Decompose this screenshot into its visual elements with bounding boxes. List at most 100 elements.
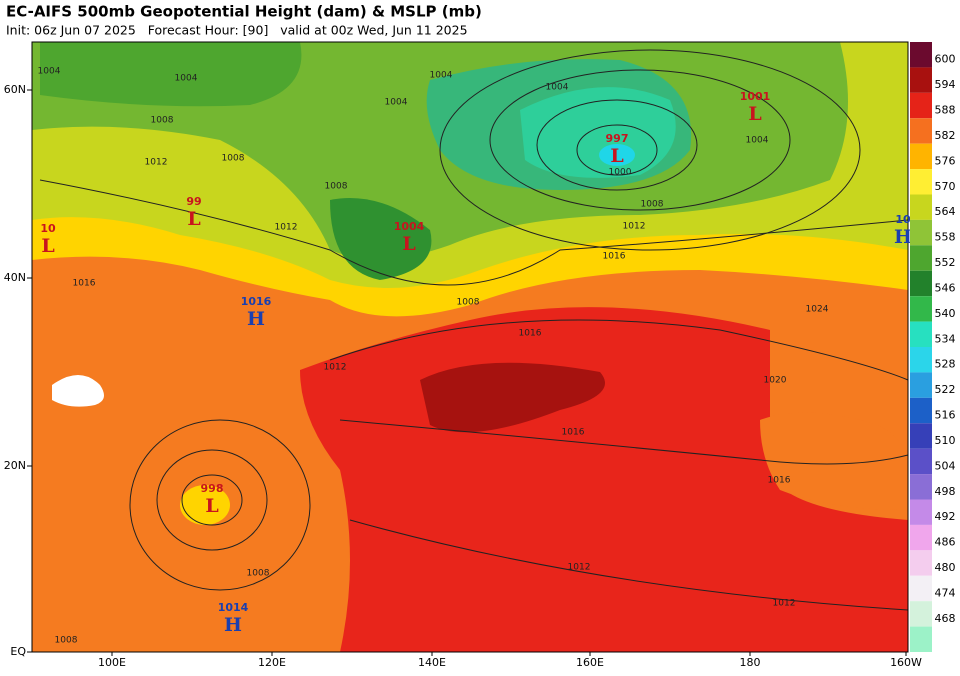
colorbar-label: 516 bbox=[935, 409, 956, 422]
subtitle: Init: 06z Jun 07 2025 Forecast Hour: [90… bbox=[6, 23, 468, 38]
isobar-label: 1016 bbox=[768, 476, 791, 486]
colorbar-swatch bbox=[910, 143, 932, 170]
colorbar-label: 582 bbox=[935, 129, 956, 142]
colorbar-swatch bbox=[910, 270, 932, 297]
isobar-label: 1004 bbox=[175, 74, 198, 84]
isobar-label: 1008 bbox=[55, 636, 78, 646]
colorbar-swatch bbox=[910, 397, 932, 424]
colorbar-label: 474 bbox=[935, 586, 956, 599]
pressure-value: 10 bbox=[895, 213, 911, 226]
pressure-center: L bbox=[205, 495, 218, 517]
isobar-label: 1012 bbox=[568, 563, 591, 573]
pressure-center: H bbox=[894, 226, 912, 248]
colorbar-swatch bbox=[910, 219, 932, 246]
colorbar-label: 540 bbox=[935, 307, 956, 320]
isobars bbox=[39, 49, 909, 611]
lat-label: 20N bbox=[4, 459, 26, 472]
lon-label: 160E bbox=[576, 656, 604, 669]
colorbar-label: 534 bbox=[935, 332, 956, 345]
isobar-label: 1012 bbox=[324, 363, 347, 373]
colorbar-swatch bbox=[910, 169, 932, 195]
pressure-value: 1014 bbox=[218, 601, 249, 614]
pressure-value: 1001 bbox=[740, 90, 771, 103]
pressure-value: 997 bbox=[606, 132, 629, 145]
colorbar-swatch bbox=[910, 42, 932, 68]
colorbar-swatch bbox=[910, 626, 932, 652]
colorbar-swatch bbox=[910, 347, 932, 373]
isobar-label: 1016 bbox=[562, 428, 585, 438]
colorbar-swatch bbox=[910, 67, 932, 93]
colorbar-swatch bbox=[910, 474, 932, 500]
colorbar-swatch bbox=[910, 194, 932, 220]
isobar-label: 1012 bbox=[145, 158, 168, 168]
isobar-label: 1012 bbox=[623, 222, 646, 232]
isobar-label: 1004 bbox=[746, 136, 769, 146]
pressure-value: 10 bbox=[40, 222, 56, 235]
map-fill bbox=[32, 42, 908, 652]
lon-label: 140E bbox=[418, 656, 446, 669]
isobar-label: 1004 bbox=[430, 71, 453, 81]
colorbar-swatch bbox=[910, 499, 932, 525]
title: EC-AIFS 500mb Geopotential Height (dam) … bbox=[6, 3, 482, 21]
isobar-label: 1016 bbox=[603, 252, 626, 262]
pressure-center: H bbox=[247, 308, 265, 330]
pressure-value: 998 bbox=[201, 482, 224, 495]
colorbar-swatch bbox=[910, 245, 932, 271]
pressure-center: L bbox=[402, 233, 415, 255]
colorbar-label: 468 bbox=[935, 612, 956, 625]
colorbar-label: 480 bbox=[935, 561, 956, 574]
lat-label: EQ bbox=[10, 645, 26, 658]
lat-label: 60N bbox=[4, 83, 26, 96]
lon-label: 120E bbox=[258, 656, 286, 669]
pressure-value: 1004 bbox=[394, 220, 425, 233]
colorbar-swatch bbox=[910, 524, 932, 551]
isobar-label: 1008 bbox=[247, 569, 270, 579]
pressure-center: H bbox=[224, 614, 242, 636]
colorbar-swatch bbox=[910, 575, 932, 602]
isobar-label: 1008 bbox=[151, 116, 174, 126]
colorbar-label: 552 bbox=[935, 256, 956, 269]
colorbar-swatch bbox=[910, 321, 932, 347]
colorbar-label: 522 bbox=[935, 383, 956, 396]
colorbar-swatch bbox=[910, 296, 932, 322]
colorbar-swatch bbox=[910, 448, 932, 475]
colorbar-label: 588 bbox=[935, 104, 956, 117]
colorbar-swatch bbox=[910, 118, 932, 144]
isobar-label: 1020 bbox=[764, 376, 787, 386]
colorbar-swatch bbox=[910, 550, 932, 576]
isobar-label: 1004 bbox=[546, 83, 569, 93]
colorbar-label: 498 bbox=[935, 485, 956, 498]
colorbar-label: 510 bbox=[935, 434, 956, 447]
colorbar-label: 600 bbox=[935, 53, 956, 66]
colorbar-label: 564 bbox=[935, 205, 956, 218]
isobar-label: 1004 bbox=[385, 98, 408, 108]
colorbar-label: 504 bbox=[935, 459, 956, 472]
lon-label: 180 bbox=[740, 656, 761, 669]
colorbar-swatch bbox=[910, 92, 932, 119]
colorbar-label: 486 bbox=[935, 536, 956, 549]
colorbar-label: 576 bbox=[935, 154, 956, 167]
colorbar-label: 558 bbox=[935, 231, 956, 244]
colorbar-label: 570 bbox=[935, 180, 956, 193]
colorbar-swatch bbox=[910, 372, 932, 398]
colorbar-swatch bbox=[910, 423, 932, 449]
isobar-label: 1016 bbox=[73, 279, 96, 289]
isobar-label: 1000 bbox=[609, 168, 632, 178]
pressure-value: 1016 bbox=[241, 295, 272, 308]
lon-label: 160W bbox=[890, 656, 922, 669]
pressure-center: L bbox=[610, 145, 623, 167]
pressure-value: 99 bbox=[186, 195, 201, 208]
isobar-label: 1016 bbox=[519, 329, 542, 339]
colorbar-swatch bbox=[910, 601, 932, 627]
isobar-label: 1008 bbox=[457, 298, 480, 308]
colorbar-label: 528 bbox=[935, 358, 956, 371]
colorbar-label: 594 bbox=[935, 78, 956, 91]
colorbar-label: 546 bbox=[935, 281, 956, 294]
isobar-label: 1024 bbox=[806, 305, 829, 315]
isobar-label: 1004 bbox=[38, 67, 61, 77]
pressure-center: L bbox=[748, 103, 761, 125]
isobar-label: 1008 bbox=[641, 200, 664, 210]
isobar-label: 1008 bbox=[325, 182, 348, 192]
